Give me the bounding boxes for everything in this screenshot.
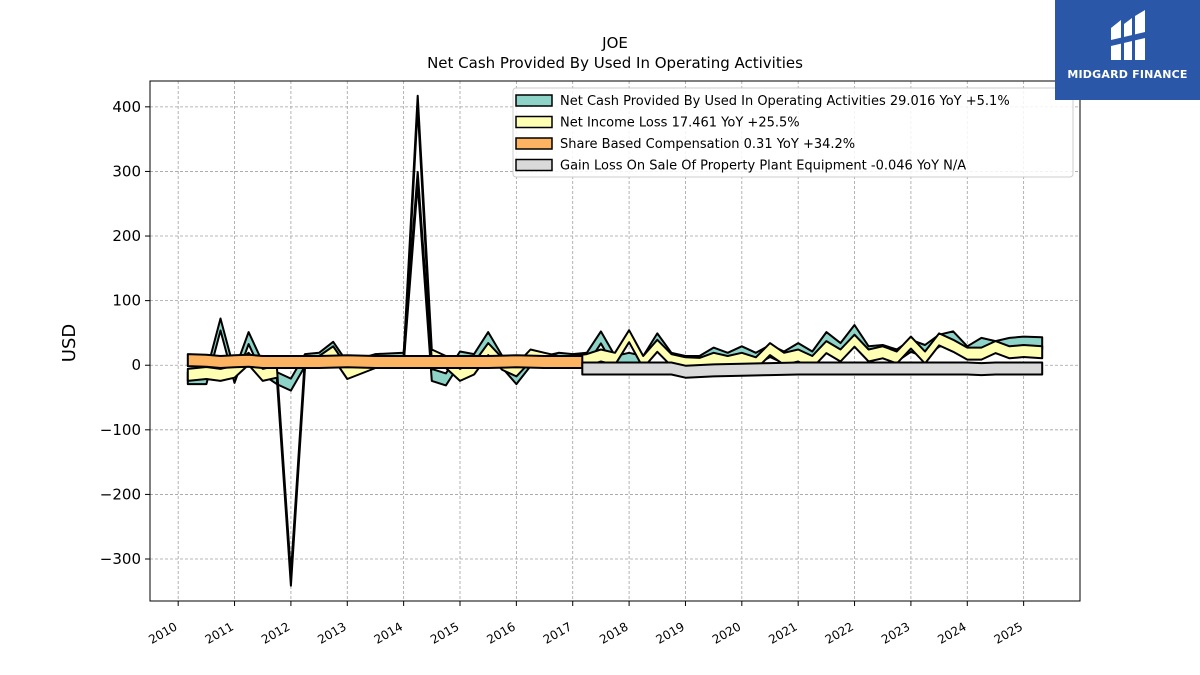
x-tick-label: 2011: [203, 619, 236, 646]
legend-entry-3: Share Based Compensation 0.31 YoY +34.2%: [560, 137, 855, 152]
x-tick-label: 2010: [146, 619, 179, 646]
legend-entry-1: Net Cash Provided By Used In Operating A…: [560, 94, 1010, 109]
x-tick-label: 2012: [259, 619, 292, 646]
x-tick-label: 2013: [315, 619, 348, 646]
brand-logo: MIDGARD FINANCE: [1055, 0, 1200, 100]
legend-box: [512, 87, 1074, 178]
y-tick-label: −300: [100, 550, 141, 568]
x-tick-label: 2016: [484, 619, 517, 646]
x-tick-label: 2020: [710, 619, 743, 646]
legend-swatch-4: [515, 158, 553, 172]
x-tick-label: 2022: [823, 619, 856, 646]
series-area-4: [581, 361, 1044, 379]
x-tick-label: 2023: [879, 619, 912, 646]
y-tick-label: 400: [112, 98, 141, 116]
x-tick-label: 2018: [597, 619, 630, 646]
legend-entry-2: Net Income Loss 17.461 YoY +25.5%: [560, 116, 800, 131]
y-tick-label: 0: [131, 356, 141, 374]
x-tick-label: 2014: [372, 619, 405, 646]
legend: Net Cash Provided By Used In Operating A…: [512, 87, 1074, 178]
logo-text: MIDGARD FINANCE: [1067, 68, 1188, 81]
y-tick-label: −200: [100, 485, 141, 503]
y-axis-label: USD: [59, 324, 80, 362]
x-tick-label: 2021: [766, 619, 799, 646]
chart-title: JOE: [601, 34, 628, 52]
chart-subtitle: Net Cash Provided By Used In Operating A…: [427, 54, 803, 72]
y-tick-label: 300: [112, 162, 141, 180]
x-tick-label: 2017: [541, 619, 574, 646]
midgard-logo-icon: [1111, 10, 1145, 60]
legend-swatch-2: [515, 115, 553, 129]
x-tick-label: 2024: [935, 619, 968, 646]
legend-swatch-1: [515, 94, 553, 107]
series-areas: [186, 94, 1044, 587]
legend-swatch-3: [515, 137, 553, 150]
x-tick-label: 2015: [428, 619, 461, 646]
series-area-3: [186, 353, 584, 369]
y-tick-label: −100: [100, 421, 141, 439]
plot-frame: [149, 80, 1081, 602]
legend-entry-4: Gain Loss On Sale Of Property Plant Equi…: [560, 159, 966, 174]
x-tick-label: 2019: [654, 619, 687, 646]
y-tick-label: 200: [112, 227, 141, 245]
x-tick-label: 2025: [992, 619, 1025, 646]
y-tick-label: 100: [112, 292, 141, 310]
